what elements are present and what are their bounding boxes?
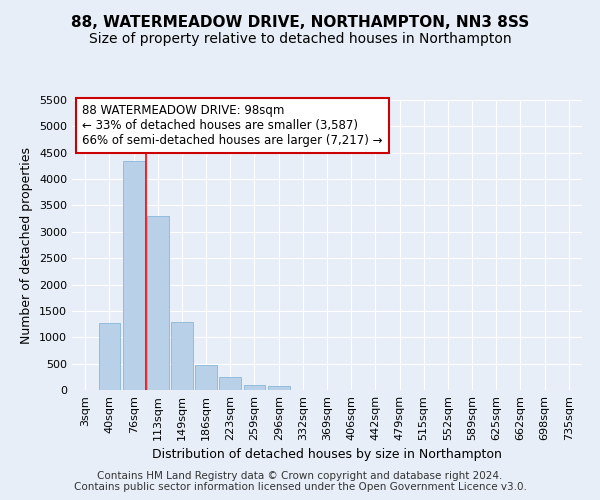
Text: Size of property relative to detached houses in Northampton: Size of property relative to detached ho… <box>89 32 511 46</box>
Bar <box>220 378 241 390</box>
Bar <box>147 216 169 390</box>
Bar <box>195 364 217 390</box>
Bar <box>98 323 121 390</box>
Text: Contains HM Land Registry data © Crown copyright and database right 2024.
Contai: Contains HM Land Registry data © Crown c… <box>74 471 526 492</box>
Text: 88 WATERMEADOW DRIVE: 98sqm
← 33% of detached houses are smaller (3,587)
66% of : 88 WATERMEADOW DRIVE: 98sqm ← 33% of det… <box>82 104 383 148</box>
Bar <box>268 386 290 390</box>
Bar <box>171 322 193 390</box>
Text: 88, WATERMEADOW DRIVE, NORTHAMPTON, NN3 8SS: 88, WATERMEADOW DRIVE, NORTHAMPTON, NN3 … <box>71 15 529 30</box>
Y-axis label: Number of detached properties: Number of detached properties <box>20 146 34 344</box>
Bar <box>244 384 265 390</box>
Bar <box>123 161 145 390</box>
X-axis label: Distribution of detached houses by size in Northampton: Distribution of detached houses by size … <box>152 448 502 462</box>
